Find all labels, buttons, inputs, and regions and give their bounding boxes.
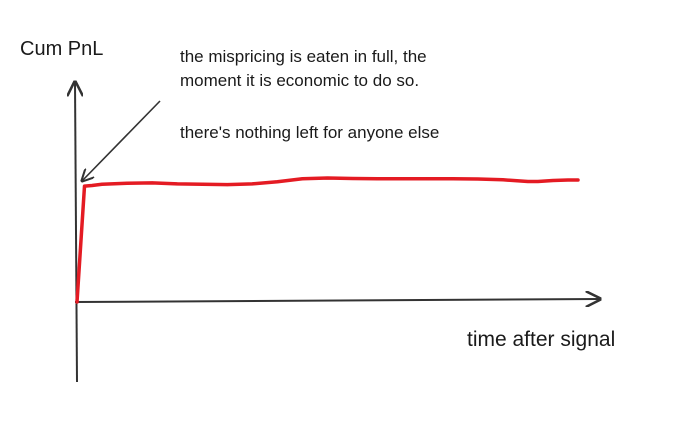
x-axis (74, 299, 600, 302)
data-point-17 (451, 177, 455, 181)
data-point-15 (401, 177, 405, 181)
data-point-13 (351, 177, 355, 180)
y-axis (75, 82, 77, 383)
data-point-4 (125, 181, 129, 185)
data-point-19 (501, 178, 505, 182)
annotation-line-1: the mispricing is eaten in full, the (180, 47, 427, 66)
y-axis-label: Cum PnL (20, 38, 103, 60)
data-point-3 (100, 182, 104, 186)
data-point-20 (526, 180, 530, 183)
data-point-2 (90, 184, 94, 187)
data-point-24 (576, 178, 580, 182)
data-point-6 (175, 182, 179, 186)
data-point-7 (200, 182, 204, 186)
data-point-9 (250, 182, 254, 186)
data-point-10 (275, 180, 279, 184)
data-point-11 (300, 177, 304, 181)
data-point-23 (566, 178, 570, 182)
data-point-1 (83, 184, 86, 188)
data-point-18 (476, 177, 480, 181)
data-point-5 (150, 181, 154, 185)
series-points (75, 176, 580, 304)
data-point-21 (536, 180, 540, 183)
series-line-cum-pnl (75, 176, 580, 304)
data-point-14 (376, 177, 380, 181)
annotation-line-3: there's nothing left for anyone else (180, 123, 439, 142)
data-point-8 (225, 183, 229, 187)
data-point-22 (551, 179, 555, 182)
data-point-12 (326, 176, 329, 180)
annotation-arrow (82, 100, 161, 181)
data-point-16 (426, 177, 430, 181)
x-axis-label: time after signal (467, 328, 615, 351)
data-point-0 (75, 300, 79, 304)
annotation-line-2: moment it is economic to do so. (180, 71, 419, 90)
